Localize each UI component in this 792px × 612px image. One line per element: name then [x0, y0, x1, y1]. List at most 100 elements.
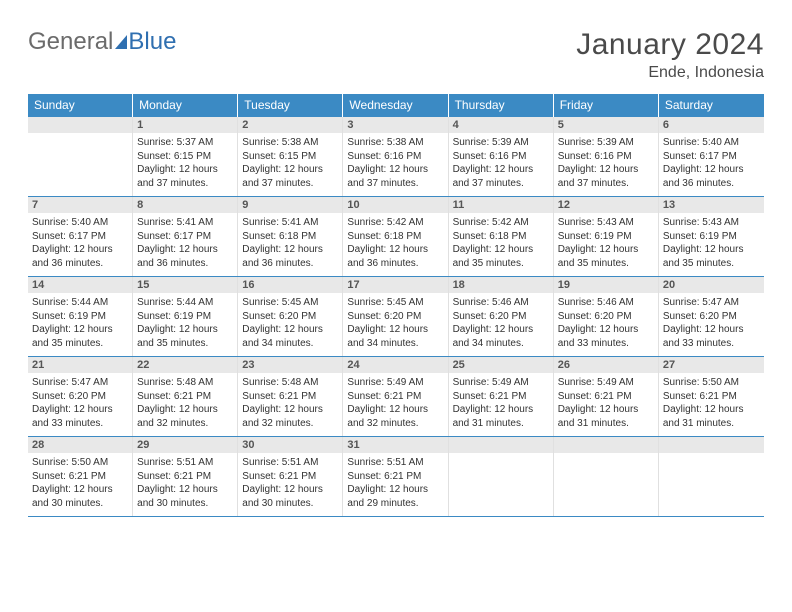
day-details: Sunrise: 5:47 AMSunset: 6:20 PMDaylight:…: [663, 296, 760, 350]
calendar-day: 1Sunrise: 5:37 AMSunset: 6:15 PMDaylight…: [133, 117, 238, 196]
day-details: Sunrise: 5:39 AMSunset: 6:16 PMDaylight:…: [453, 136, 549, 190]
day-number: 12: [554, 197, 658, 213]
page-header: General Blue January 2024 Ende, Indonesi…: [28, 28, 764, 82]
day-number: 4: [449, 117, 553, 133]
daylight-line2: and 34 minutes.: [347, 337, 443, 351]
daylight-line1: Daylight: 12 hours: [137, 243, 233, 257]
sunrise-text: Sunrise: 5:47 AM: [663, 296, 760, 310]
sunrise-text: Sunrise: 5:42 AM: [453, 216, 549, 230]
day-number-empty: [554, 437, 658, 453]
day-details: Sunrise: 5:37 AMSunset: 6:15 PMDaylight:…: [137, 136, 233, 190]
day-details: Sunrise: 5:41 AMSunset: 6:18 PMDaylight:…: [242, 216, 338, 270]
sunrise-text: Sunrise: 5:43 AM: [663, 216, 760, 230]
day-details: Sunrise: 5:49 AMSunset: 6:21 PMDaylight:…: [347, 376, 443, 430]
daylight-line2: and 32 minutes.: [137, 417, 233, 431]
page-location: Ende, Indonesia: [576, 64, 764, 82]
day-number: 27: [659, 357, 764, 373]
sunrise-text: Sunrise: 5:49 AM: [347, 376, 443, 390]
daylight-line2: and 37 minutes.: [558, 177, 654, 191]
calendar-day: [659, 437, 764, 516]
daylight-line1: Daylight: 12 hours: [242, 483, 338, 497]
daylight-line1: Daylight: 12 hours: [558, 243, 654, 257]
sunrise-text: Sunrise: 5:51 AM: [242, 456, 338, 470]
daylight-line2: and 35 minutes.: [453, 257, 549, 271]
daylight-line1: Daylight: 12 hours: [32, 243, 128, 257]
sunset-text: Sunset: 6:21 PM: [347, 470, 443, 484]
calendar-day: 15 Sunrise: 5:44 AMSunset: 6:19 PMDayligh…: [133, 277, 238, 356]
day-number: 2: [238, 117, 342, 133]
day-number: 11: [449, 197, 553, 213]
sunrise-text: Sunrise: 5:45 AM: [347, 296, 443, 310]
calendar-day: 12 Sunrise: 5:43 AMSunset: 6:19 PMDayligh…: [554, 197, 659, 276]
weekday-header-row: SundayMondayTuesdayWednesdayThursdayFrid…: [28, 94, 764, 117]
daylight-line1: Daylight: 12 hours: [32, 483, 128, 497]
sunrise-text: Sunrise: 5:38 AM: [242, 136, 338, 150]
calendar-day: 13Sunrise: 5:43 AMSunset: 6:19 PMDayligh…: [659, 197, 764, 276]
sunrise-text: Sunrise: 5:40 AM: [32, 216, 128, 230]
logo: General Blue: [28, 28, 176, 56]
day-details: Sunrise: 5:47 AMSunset: 6:20 PMDaylight:…: [32, 376, 128, 430]
day-details: Sunrise: 5:44 AMSunset: 6:19 PMDaylight:…: [137, 296, 233, 350]
daylight-line1: Daylight: 12 hours: [663, 403, 760, 417]
day-details: Sunrise: 5:40 AMSunset: 6:17 PMDaylight:…: [663, 136, 760, 190]
sunrise-text: Sunrise: 5:40 AM: [663, 136, 760, 150]
daylight-line1: Daylight: 12 hours: [558, 163, 654, 177]
weekday-header: Saturday: [659, 94, 764, 117]
day-number-empty: [659, 437, 764, 453]
sunset-text: Sunset: 6:21 PM: [242, 390, 338, 404]
logo-text-general: General: [28, 28, 113, 56]
sunset-text: Sunset: 6:20 PM: [347, 310, 443, 324]
sunrise-text: Sunrise: 5:44 AM: [137, 296, 233, 310]
sunset-text: Sunset: 6:21 PM: [558, 390, 654, 404]
calendar-day: [28, 117, 133, 196]
daylight-line1: Daylight: 12 hours: [242, 403, 338, 417]
calendar-day: 19Sunrise: 5:46 AMSunset: 6:20 PMDayligh…: [554, 277, 659, 356]
logo-triangle-icon: [115, 35, 127, 49]
daylight-line2: and 36 minutes.: [242, 257, 338, 271]
day-number: 18: [449, 277, 553, 293]
sunset-text: Sunset: 6:16 PM: [558, 150, 654, 164]
calendar-day: 21 Sunrise: 5:47 AMSunset: 6:20 PMDayligh…: [28, 357, 133, 436]
daylight-line1: Daylight: 12 hours: [347, 403, 443, 417]
daylight-line2: and 37 minutes.: [347, 177, 443, 191]
day-number-empty: [28, 117, 132, 133]
daylight-line1: Daylight: 12 hours: [32, 403, 128, 417]
sunrise-text: Sunrise: 5:44 AM: [32, 296, 128, 310]
sunset-text: Sunset: 6:16 PM: [347, 150, 443, 164]
daylight-line2: and 36 minutes.: [137, 257, 233, 271]
day-details: Sunrise: 5:41 AMSunset: 6:17 PMDaylight:…: [137, 216, 233, 270]
day-details: Sunrise: 5:43 AMSunset: 6:19 PMDaylight:…: [558, 216, 654, 270]
day-number: 21: [28, 357, 132, 373]
day-number: 10: [343, 197, 447, 213]
day-details: Sunrise: 5:39 AMSunset: 6:16 PMDaylight:…: [558, 136, 654, 190]
sunset-text: Sunset: 6:20 PM: [453, 310, 549, 324]
calendar-week: 21 Sunrise: 5:47 AMSunset: 6:20 PMDayligh…: [28, 357, 764, 437]
weekday-header: Friday: [554, 94, 659, 117]
day-details: Sunrise: 5:43 AMSunset: 6:19 PMDaylight:…: [663, 216, 760, 270]
daylight-line2: and 35 minutes.: [32, 337, 128, 351]
daylight-line2: and 37 minutes.: [453, 177, 549, 191]
sunrise-text: Sunrise: 5:42 AM: [347, 216, 443, 230]
calendar-day: 28Sunrise: 5:50 AMSunset: 6:21 PMDayligh…: [28, 437, 133, 516]
calendar-day: 9Sunrise: 5:41 AMSunset: 6:18 PMDaylight…: [238, 197, 343, 276]
sunrise-text: Sunrise: 5:49 AM: [558, 376, 654, 390]
calendar-day: [554, 437, 659, 516]
calendar-day: 17Sunrise: 5:45 AMSunset: 6:20 PMDayligh…: [343, 277, 448, 356]
day-number-empty: [449, 437, 553, 453]
sunset-text: Sunset: 6:15 PM: [242, 150, 338, 164]
day-number: 15: [133, 277, 237, 293]
sunrise-text: Sunrise: 5:47 AM: [32, 376, 128, 390]
daylight-line1: Daylight: 12 hours: [663, 243, 760, 257]
day-number: 6: [659, 117, 764, 133]
day-details: Sunrise: 5:42 AMSunset: 6:18 PMDaylight:…: [453, 216, 549, 270]
day-details: Sunrise: 5:50 AMSunset: 6:21 PMDaylight:…: [32, 456, 128, 510]
sunrise-text: Sunrise: 5:46 AM: [453, 296, 549, 310]
sunset-text: Sunset: 6:20 PM: [242, 310, 338, 324]
daylight-line2: and 32 minutes.: [242, 417, 338, 431]
day-number: 23: [238, 357, 342, 373]
calendar-day: 5Sunrise: 5:39 AMSunset: 6:16 PMDaylight…: [554, 117, 659, 196]
sunrise-text: Sunrise: 5:48 AM: [137, 376, 233, 390]
daylight-line1: Daylight: 12 hours: [242, 163, 338, 177]
day-number: 30: [238, 437, 342, 453]
sunset-text: Sunset: 6:17 PM: [137, 230, 233, 244]
